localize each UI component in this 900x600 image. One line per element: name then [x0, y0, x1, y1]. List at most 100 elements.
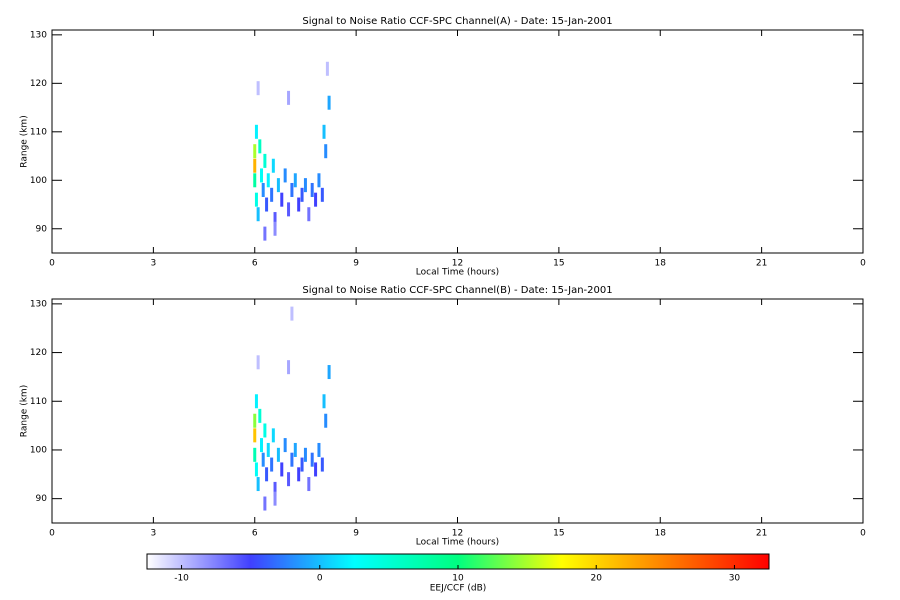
- y-tick-label: 130: [30, 299, 47, 309]
- heat-cell: [273, 491, 277, 506]
- x-tick-label: 0: [49, 529, 55, 539]
- heat-cell: [261, 182, 265, 197]
- heat-cell: [280, 462, 284, 477]
- x-tick-label: 0: [860, 529, 866, 539]
- heat-cell: [254, 462, 258, 477]
- y-tick-label: 100: [30, 445, 47, 455]
- heat-cell: [290, 182, 294, 197]
- heat-cell: [253, 428, 257, 443]
- x-axis-label: Local Time (hours): [416, 538, 499, 548]
- y-tick-label: 120: [30, 79, 47, 89]
- x-tick-label: 9: [353, 529, 359, 539]
- x-axis-label: Local Time (hours): [416, 268, 499, 278]
- heat-cell: [320, 187, 324, 202]
- heat-cell: [260, 168, 264, 183]
- heat-cell: [266, 442, 270, 457]
- heat-cell: [271, 158, 275, 173]
- y-tick-label: 100: [30, 176, 47, 186]
- heat-cell: [256, 477, 260, 492]
- heat-cell: [290, 452, 294, 467]
- chart-title: Signal to Noise Ratio CCF-SPC Channel(B)…: [302, 285, 612, 296]
- heat-cell: [273, 221, 277, 236]
- heat-cell: [325, 61, 329, 76]
- heat-cell: [260, 438, 264, 453]
- x-tick-label: 3: [151, 259, 157, 269]
- heat-cell: [314, 462, 318, 477]
- heat-cell: [307, 207, 311, 222]
- x-tick-label: 3: [151, 529, 157, 539]
- heat-cell: [283, 438, 287, 453]
- heat-cell: [287, 472, 291, 487]
- x-tick-label: 12: [452, 529, 463, 539]
- y-tick-label: 90: [36, 494, 48, 504]
- x-tick-label: 12: [452, 259, 463, 269]
- heat-cell: [324, 413, 328, 428]
- heat-cell: [287, 202, 291, 217]
- colorbar-label: EEJ/CCF (dB): [430, 584, 487, 594]
- heat-cell: [263, 226, 267, 241]
- heat-cell: [256, 355, 260, 370]
- heat-cell: [317, 173, 321, 188]
- chart-title: Signal to Noise Ratio CCF-SPC Channel(A)…: [302, 16, 612, 27]
- heat-cell: [327, 365, 331, 380]
- x-tick-label: 0: [49, 259, 55, 269]
- heat-cell: [253, 447, 257, 462]
- heat-cell: [273, 481, 277, 496]
- y-tick-label: 120: [30, 348, 47, 358]
- heat-cell: [253, 158, 257, 173]
- x-tick-label: 15: [553, 529, 564, 539]
- heat-cell: [327, 95, 331, 110]
- heat-cell: [303, 178, 307, 193]
- heat-cell: [322, 394, 326, 409]
- heat-cell: [253, 413, 257, 428]
- heat-cell: [320, 457, 324, 472]
- y-axis-label: Range (km): [20, 115, 30, 167]
- x-tick-label: 21: [756, 529, 767, 539]
- heat-cell: [271, 428, 275, 443]
- plot-frame: [51, 298, 864, 524]
- colorbar-tick-label: 0: [317, 574, 323, 584]
- heat-cell: [300, 457, 304, 472]
- y-tick-label: 130: [30, 30, 47, 40]
- heat-cell: [265, 467, 269, 482]
- colorbar-tick-label: 10: [452, 574, 464, 584]
- heat-cell: [263, 496, 267, 511]
- y-axis-label: Range (km): [20, 385, 30, 437]
- y-tick-label: 110: [30, 127, 47, 137]
- x-tick-label: 0: [860, 259, 866, 269]
- heat-cell: [322, 124, 326, 139]
- heat-cell: [253, 144, 257, 159]
- heat-cell: [258, 139, 262, 154]
- heat-cell: [290, 306, 294, 321]
- plot-frame: [51, 29, 864, 254]
- heat-cell: [293, 173, 297, 188]
- heat-cell: [324, 144, 328, 159]
- colorbar-tick-label: 20: [590, 574, 602, 584]
- heat-cell: [254, 394, 258, 409]
- heat-cell: [293, 442, 297, 457]
- colorbar-tick-label: 30: [729, 574, 741, 584]
- heat-cell: [258, 408, 262, 423]
- x-tick-label: 18: [655, 259, 667, 269]
- heat-cell: [256, 207, 260, 222]
- heat-cell: [266, 173, 270, 188]
- heat-cell: [261, 452, 265, 467]
- heat-cell: [280, 192, 284, 207]
- heat-cell: [310, 182, 314, 197]
- heat-cell: [287, 360, 291, 375]
- x-tick-label: 21: [756, 259, 767, 269]
- heat-cell: [317, 442, 321, 457]
- y-tick-label: 110: [30, 397, 47, 407]
- heat-cell: [256, 81, 260, 96]
- x-tick-label: 9: [353, 259, 359, 269]
- heat-cell: [254, 124, 258, 139]
- heat-cell: [270, 457, 274, 472]
- heat-cell: [297, 467, 301, 482]
- heat-cell: [265, 197, 269, 212]
- heat-cell: [254, 192, 258, 207]
- heat-cell: [263, 153, 267, 168]
- heat-cell: [307, 477, 311, 492]
- heat-cell: [303, 447, 307, 462]
- heat-cell: [314, 192, 318, 207]
